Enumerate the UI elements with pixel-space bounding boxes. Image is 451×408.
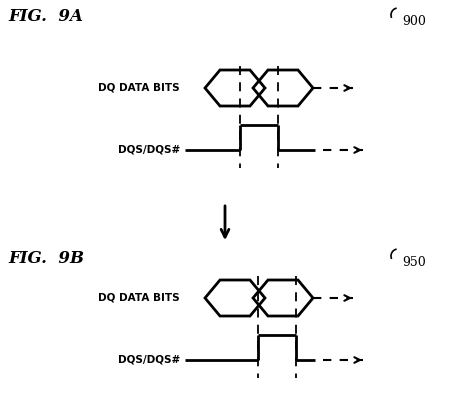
Text: 900: 900 — [402, 15, 426, 28]
Text: FIG.  9A: FIG. 9A — [8, 8, 83, 25]
Text: DQ DATA BITS: DQ DATA BITS — [98, 83, 180, 93]
Text: DQS/DQS#: DQS/DQS# — [118, 355, 180, 365]
Text: DQ DATA BITS: DQ DATA BITS — [98, 293, 180, 303]
Text: 950: 950 — [402, 256, 426, 269]
Text: DQS/DQS#: DQS/DQS# — [118, 145, 180, 155]
Text: FIG.  9B: FIG. 9B — [8, 250, 84, 267]
